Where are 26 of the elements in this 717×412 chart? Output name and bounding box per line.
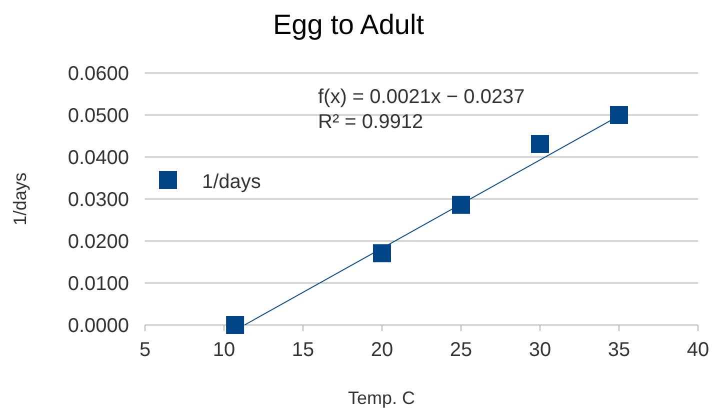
y-tick-label: 0.0600 [68,63,129,85]
point [531,134,549,153]
annotation: R² = 0.9912 [318,111,424,133]
legend-label: 1/days [202,171,261,193]
x-tick-label: 5 [139,339,151,361]
x-axis-title: Temp. C [348,388,416,408]
y-tick-label: 0.0300 [68,189,129,211]
annotation: f(x) = 0.0021x − 0.0237 [318,86,525,108]
y-tick-label: 0.0100 [68,273,129,295]
x-tick-label: 20 [370,339,394,361]
chart-title: Egg to Adult [272,9,424,40]
x-tick-label: 40 [686,339,710,361]
point [226,316,244,334]
x-tick-label: 30 [528,339,552,361]
x-tick-label: 25 [450,339,472,361]
y-tick-label: 0.0000 [68,315,129,337]
point [452,196,470,214]
x-tick-label: 15 [292,339,314,361]
x-tick-label: 35 [608,339,630,361]
point [373,244,391,262]
y-tick-label: 0.0500 [68,105,129,127]
x-tick-label: 10 [212,339,236,361]
y-tick-label: 0.0200 [68,231,129,253]
y-axis-title: 1/days [10,172,30,226]
y-tick-label: 0.0400 [68,147,129,169]
point [610,106,628,124]
